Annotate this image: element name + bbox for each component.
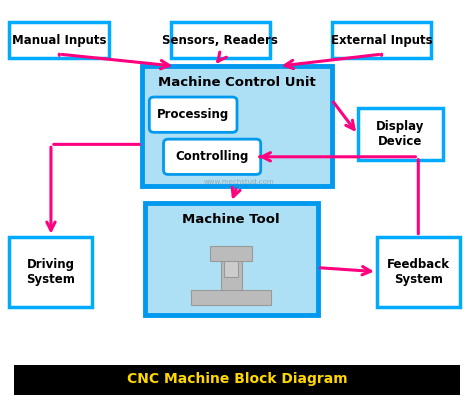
Text: Driving
System: Driving System — [27, 258, 75, 286]
Text: CNC Machine Block Diagram: CNC Machine Block Diagram — [127, 373, 347, 386]
FancyBboxPatch shape — [14, 365, 460, 395]
Text: Display
Device: Display Device — [376, 120, 425, 148]
FancyBboxPatch shape — [145, 203, 318, 315]
FancyBboxPatch shape — [9, 22, 109, 58]
Text: Controlling: Controlling — [175, 150, 249, 163]
Text: Processing: Processing — [157, 108, 229, 121]
FancyBboxPatch shape — [9, 237, 92, 307]
Text: Sensors, Readers: Sensors, Readers — [163, 34, 278, 47]
FancyBboxPatch shape — [358, 108, 443, 160]
FancyBboxPatch shape — [171, 22, 270, 58]
FancyBboxPatch shape — [142, 66, 332, 186]
FancyBboxPatch shape — [220, 261, 241, 290]
Text: Machine Tool: Machine Tool — [182, 213, 280, 225]
FancyBboxPatch shape — [210, 246, 252, 261]
Text: Machine Control Unit: Machine Control Unit — [158, 76, 316, 89]
Text: Manual Inputs: Manual Inputs — [12, 34, 107, 47]
FancyBboxPatch shape — [377, 237, 460, 307]
Text: External Inputs: External Inputs — [331, 34, 432, 47]
FancyBboxPatch shape — [224, 261, 237, 277]
FancyBboxPatch shape — [332, 22, 431, 58]
Text: Feedback
System: Feedback System — [387, 258, 450, 286]
FancyBboxPatch shape — [191, 290, 271, 305]
Text: www.mechstud.com: www.mechstud.com — [204, 180, 274, 185]
FancyBboxPatch shape — [149, 97, 237, 132]
FancyBboxPatch shape — [164, 139, 261, 174]
